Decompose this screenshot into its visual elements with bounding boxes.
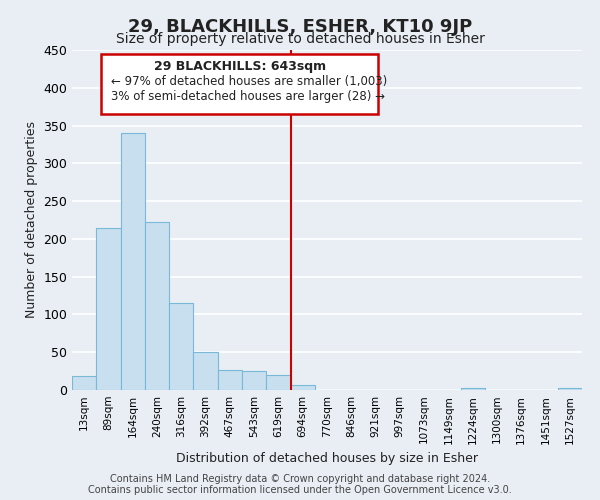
Text: Contains public sector information licensed under the Open Government Licence v3: Contains public sector information licen…	[88, 485, 512, 495]
Bar	[121, 133, 145, 390]
Bar	[101, 54, 378, 114]
Bar	[193, 352, 218, 390]
Bar	[145, 222, 169, 390]
X-axis label: Distribution of detached houses by size in Esher: Distribution of detached houses by size …	[176, 452, 478, 465]
Text: Contains HM Land Registry data © Crown copyright and database right 2024.: Contains HM Land Registry data © Crown c…	[110, 474, 490, 484]
Text: Size of property relative to detached houses in Esher: Size of property relative to detached ho…	[116, 32, 484, 46]
Bar	[461, 388, 485, 390]
Bar	[242, 371, 266, 390]
Bar	[72, 376, 96, 390]
Y-axis label: Number of detached properties: Number of detached properties	[25, 122, 38, 318]
Bar	[290, 384, 315, 390]
Text: ← 97% of detached houses are smaller (1,003): ← 97% of detached houses are smaller (1,…	[111, 75, 387, 88]
Bar	[96, 228, 121, 390]
Text: 3% of semi-detached houses are larger (28) →: 3% of semi-detached houses are larger (2…	[111, 90, 385, 103]
Text: 29 BLACKHILLS: 643sqm: 29 BLACKHILLS: 643sqm	[154, 60, 326, 73]
Bar	[266, 375, 290, 390]
Bar	[218, 370, 242, 390]
Text: 29, BLACKHILLS, ESHER, KT10 9JP: 29, BLACKHILLS, ESHER, KT10 9JP	[128, 18, 472, 36]
Bar	[169, 303, 193, 390]
Bar	[558, 388, 582, 390]
